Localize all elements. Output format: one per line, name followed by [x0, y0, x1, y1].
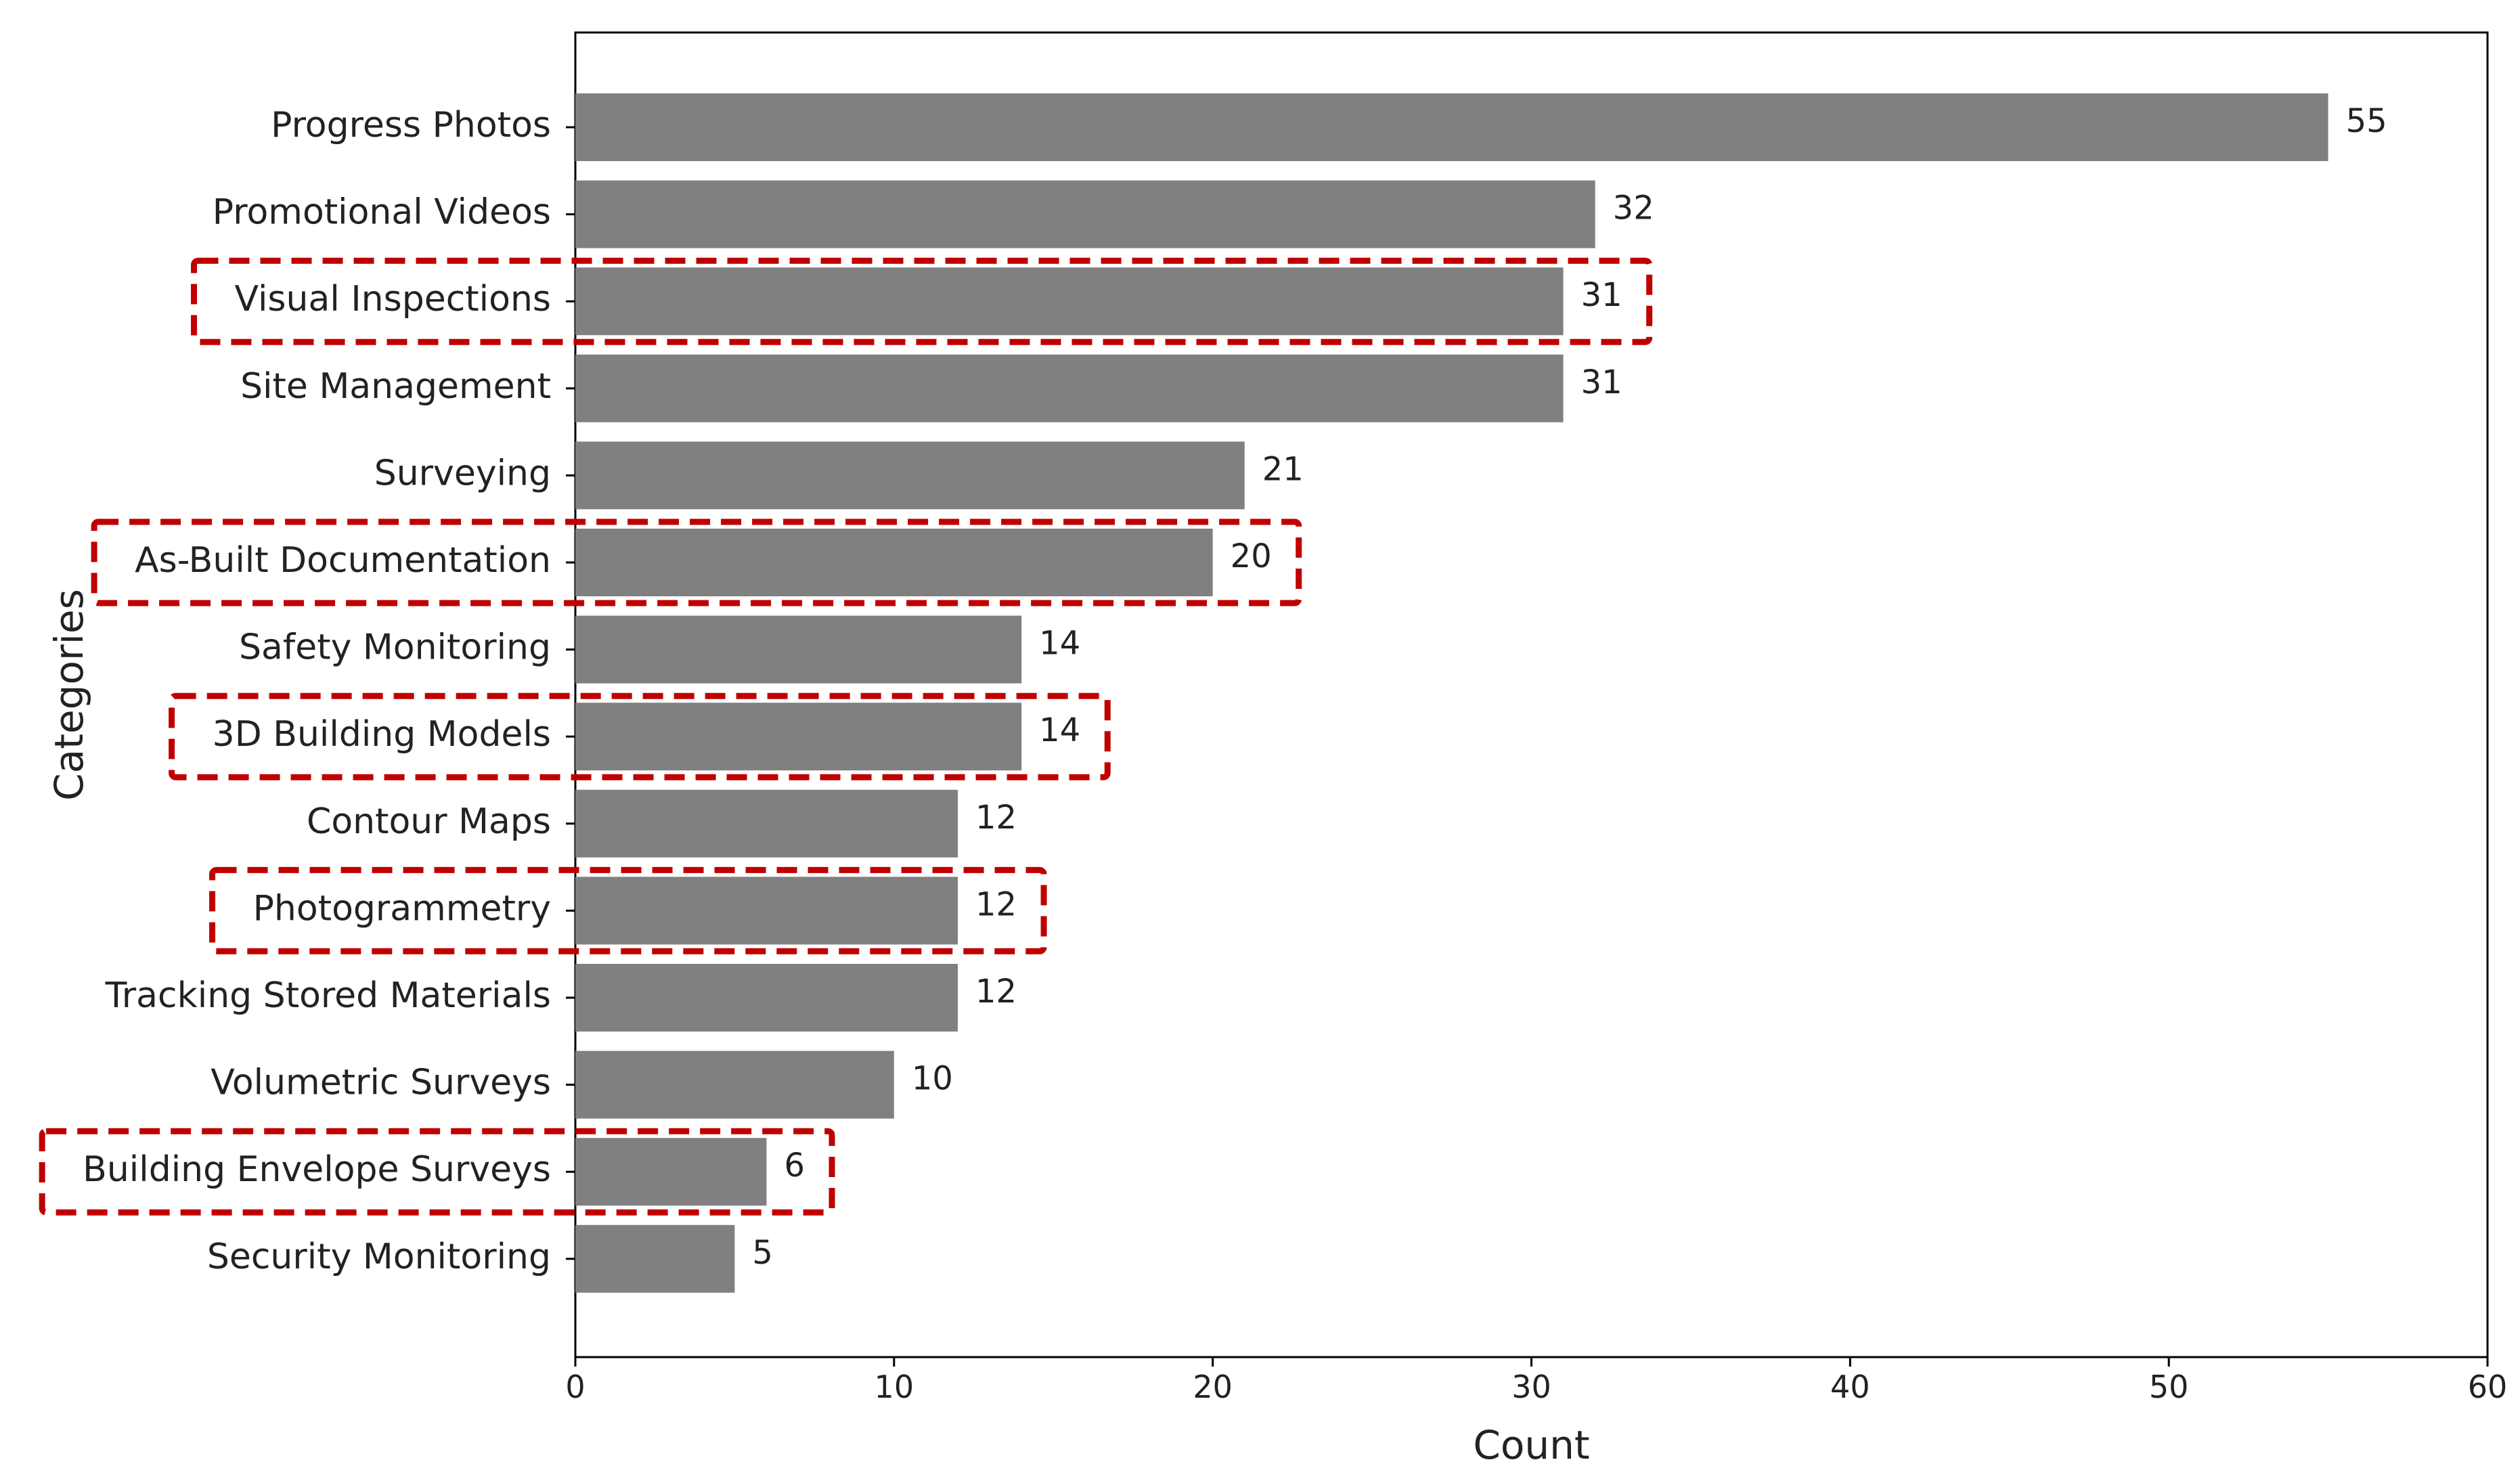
- category-label: Photogrammetry: [253, 888, 551, 929]
- x-tick-label: 20: [1193, 1369, 1233, 1405]
- bar-value-label: 6: [784, 1147, 805, 1185]
- category-label: As-Built Documentation: [135, 540, 551, 581]
- category-label: Tracking Stored Materials: [105, 975, 551, 1016]
- bar: [575, 180, 1595, 248]
- bar: [575, 267, 1564, 336]
- x-tick-label: 50: [2149, 1369, 2189, 1405]
- category-label: Promotional Videos: [213, 192, 551, 233]
- bar-value-label: 12: [975, 973, 1017, 1011]
- x-tick-label: 40: [1830, 1369, 1870, 1405]
- x-tick-label: 0: [565, 1369, 585, 1405]
- bar: [575, 441, 1245, 510]
- bar-value-label: 31: [1581, 276, 1622, 314]
- category-label: Contour Maps: [307, 801, 551, 842]
- category-label: Progress Photos: [271, 105, 551, 146]
- category-label: Visual Inspections: [235, 279, 551, 319]
- x-axis-title: Count: [1473, 1422, 1589, 1468]
- bar-value-label: 12: [975, 885, 1017, 923]
- bar-value-label: 5: [752, 1234, 773, 1272]
- bar: [575, 529, 1213, 596]
- bar: [575, 1138, 767, 1206]
- y-axis-title: Categories: [46, 589, 92, 801]
- highlight-box: [91, 518, 1302, 606]
- bar: [575, 1050, 894, 1119]
- x-tick-label: 10: [875, 1369, 914, 1405]
- bar-value-label: 32: [1613, 190, 1654, 227]
- highlight-box: [39, 1128, 835, 1216]
- bar: [575, 1224, 735, 1293]
- bar: [575, 615, 1022, 684]
- bar-value-label: 14: [1039, 625, 1080, 663]
- bar-value-label: 31: [1581, 363, 1622, 401]
- category-label: 3D Building Models: [213, 714, 551, 755]
- x-tick-label: 60: [2468, 1369, 2508, 1405]
- bar-value-label: 14: [1039, 711, 1080, 749]
- category-label: Site Management: [240, 366, 551, 407]
- category-label: Volumetric Surveys: [211, 1063, 551, 1103]
- category-label: Safety Monitoring: [239, 627, 551, 668]
- bar: [575, 964, 958, 1032]
- bar: [575, 354, 1564, 422]
- bar: [575, 93, 2328, 161]
- category-label: Surveying: [374, 453, 551, 493]
- bar-value-label: 20: [1231, 537, 1272, 575]
- category-label: Security Monitoring: [207, 1237, 551, 1277]
- highlight-box: [191, 257, 1653, 345]
- bar-value-label: 21: [1262, 450, 1304, 488]
- highlight-box: [209, 866, 1047, 954]
- bar-value-label: 10: [912, 1060, 953, 1098]
- bar-value-label: 12: [975, 799, 1017, 837]
- bar: [575, 877, 958, 945]
- bar: [575, 703, 1022, 771]
- bar-value-label: 55: [2346, 102, 2387, 140]
- x-tick-label: 30: [1511, 1369, 1551, 1405]
- highlight-box: [169, 692, 1111, 780]
- category-label: Building Envelope Surveys: [83, 1149, 551, 1190]
- bar: [575, 789, 958, 858]
